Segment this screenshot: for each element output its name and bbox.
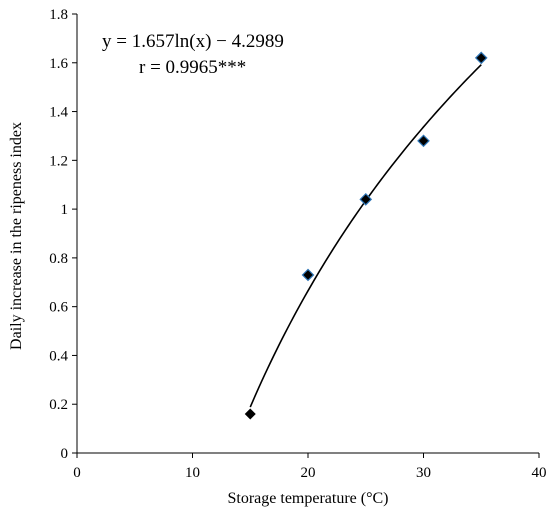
data-points [244,51,488,420]
correlation-coefficient: r = 0.9965*** [139,57,246,78]
y-tick-label: 1 [61,202,69,218]
y-tick-label: 1.8 [49,7,68,23]
trendline-equation: y = 1.657ln(x) − 4.2989 [102,31,284,52]
y-tick-label: 1.6 [49,56,68,72]
y-tick-label: 1.2 [49,153,68,169]
data-point [244,408,256,420]
y-tick-label: 0 [61,446,69,462]
x-axis-title: Storage temperature (°C) [228,490,389,507]
data-point [359,193,373,206]
x-tick-label: 0 [73,465,81,481]
data-point [474,51,488,65]
y-tick-label: 0.4 [49,348,68,364]
data-point [417,134,430,148]
y-axis-ticks: 0 0.2 0.4 0.6 0.8 1 1.2 1.4 1.6 1.8 [49,7,77,462]
x-tick-label: 30 [416,465,431,481]
y-tick-label: 0.6 [49,300,68,316]
y-tick-label: 0.8 [49,251,68,267]
y-tick-label: 1.4 [49,105,68,121]
y-tick-label: 0.2 [49,397,68,413]
x-tick-label: 10 [185,465,200,481]
x-tick-label: 40 [532,465,547,481]
x-axis-ticks: 0 10 20 30 40 [73,453,547,481]
data-point [301,268,315,282]
y-axis-title: Daily increase in the ripeness index [8,122,25,350]
logarithmic-trendline [249,64,482,408]
x-tick-label: 20 [301,465,316,481]
